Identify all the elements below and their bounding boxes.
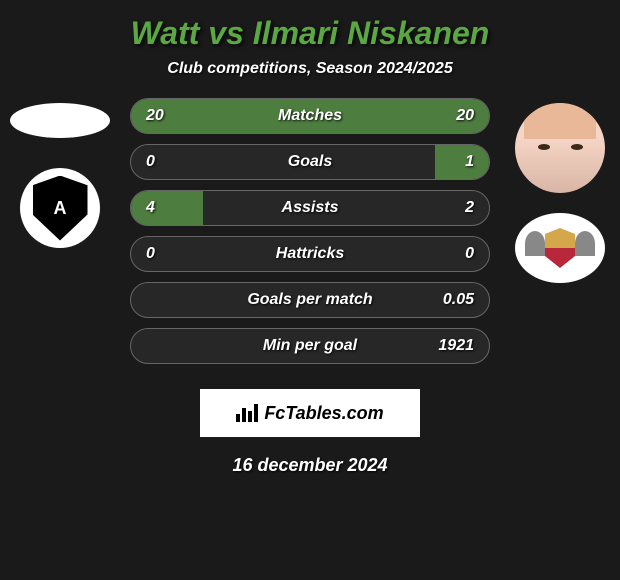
stat-bar-right (435, 145, 489, 179)
subtitle: Club competitions, Season 2024/2025 (0, 60, 620, 78)
stat-right-value: 2 (465, 199, 474, 217)
comparison-card: Watt vs Ilmari Niskanen Club competition… (0, 0, 620, 580)
stat-right-value: 1921 (438, 337, 474, 355)
bar-icon (248, 411, 252, 422)
avatar-eye (538, 144, 550, 150)
main-content: A 20 Matches 20 0 Goals 1 4 Assists (0, 98, 620, 374)
bar-icon (236, 414, 240, 422)
stat-right-value: 20 (456, 107, 474, 125)
avatar-hair (524, 103, 596, 139)
stat-label: Assists (282, 199, 339, 217)
branding-text: FcTables.com (264, 403, 383, 424)
stat-right-value: 0.05 (443, 291, 474, 309)
right-player-column (500, 98, 620, 283)
stat-right-value: 0 (465, 245, 474, 263)
stat-row-assists: 4 Assists 2 (130, 190, 490, 226)
bar-icon (242, 408, 246, 422)
player-left-club-logo: A (20, 168, 100, 248)
stat-label: Hattricks (276, 245, 344, 263)
club-shield-icon: A (33, 176, 88, 241)
wing-icon (525, 231, 545, 256)
stat-left-value: 0 (146, 153, 155, 171)
stat-label: Goals (288, 153, 332, 171)
bar-icon (254, 404, 258, 422)
stat-row-goals: 0 Goals 1 (130, 144, 490, 180)
branding-badge: FcTables.com (200, 389, 420, 437)
player-right-avatar (515, 103, 605, 193)
stat-row-hattricks: 0 Hattricks 0 (130, 236, 490, 272)
stat-bar-left (131, 191, 203, 225)
stat-right-value: 1 (465, 153, 474, 171)
stat-row-goals-per-match: Goals per match 0.05 (130, 282, 490, 318)
stat-left-value: 20 (146, 107, 164, 125)
stats-column: 20 Matches 20 0 Goals 1 4 Assists 2 0 Ha… (120, 98, 500, 374)
stat-label: Goals per match (247, 291, 372, 309)
date-text: 16 december 2024 (0, 455, 620, 476)
player-right-club-logo (515, 213, 605, 283)
stat-left-value: 0 (146, 245, 155, 263)
avatar-eye (571, 144, 583, 150)
player-left-avatar (10, 103, 110, 138)
stat-row-min-per-goal: Min per goal 1921 (130, 328, 490, 364)
stat-label: Matches (278, 107, 342, 125)
club-crest-icon (545, 228, 575, 268)
wing-icon (575, 231, 595, 256)
stat-left-value: 4 (146, 199, 155, 217)
page-title: Watt vs Ilmari Niskanen (0, 0, 620, 52)
chart-icon (236, 404, 258, 422)
avatar-eyes (538, 144, 583, 151)
club-letter: A (54, 198, 67, 219)
stat-row-matches: 20 Matches 20 (130, 98, 490, 134)
left-player-column: A (0, 98, 120, 248)
stat-label: Min per goal (263, 337, 357, 355)
